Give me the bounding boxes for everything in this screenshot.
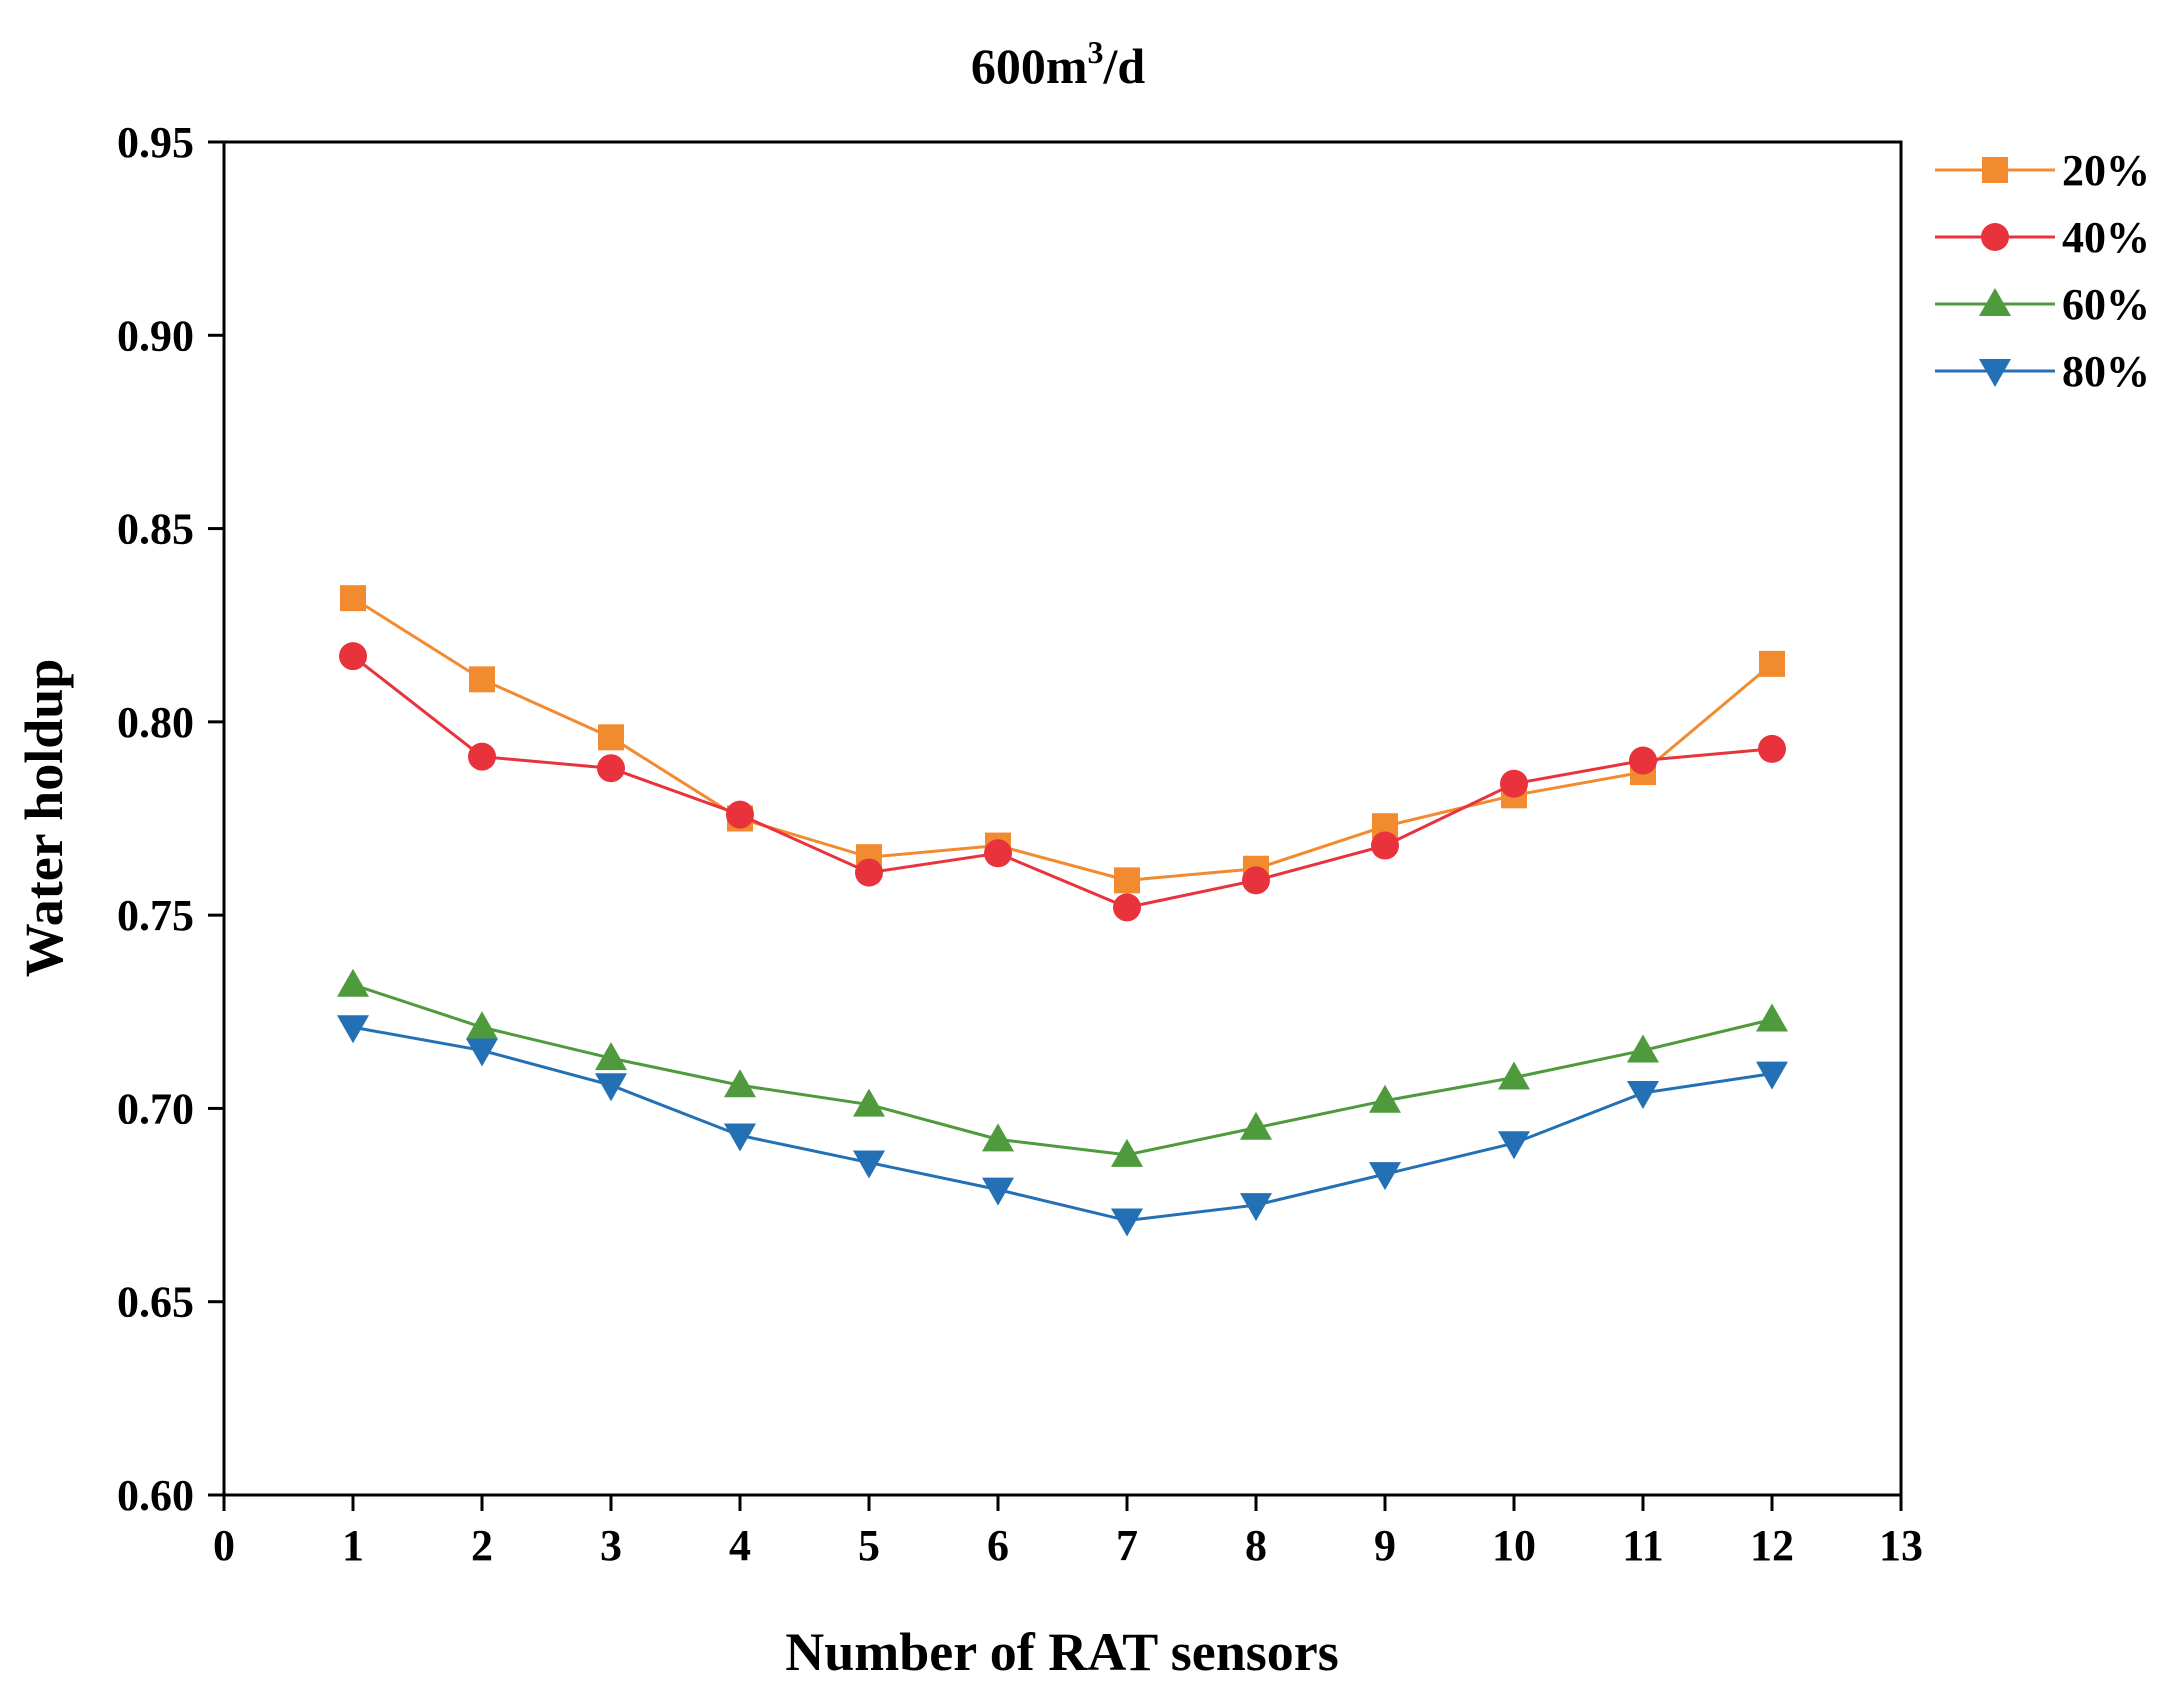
data-point — [1369, 1162, 1401, 1191]
series-60pct — [337, 968, 1788, 1167]
y-axis: 0.60 0.65 0.70 0.75 0.80 0.85 0.90 0.95 — [117, 118, 224, 1520]
series-line — [352, 596, 1773, 882]
data-point — [1242, 866, 1270, 895]
plot-frame — [222, 140, 1903, 1497]
data-point — [1758, 734, 1786, 763]
data-point — [466, 1011, 498, 1040]
data-point — [982, 1177, 1014, 1206]
data-point — [855, 858, 883, 887]
data-point — [340, 585, 366, 612]
x-tick-label: 5 — [858, 1521, 880, 1570]
y-axis-label: Water holdup — [14, 659, 74, 978]
y-tick-label: 0.80 — [117, 698, 194, 747]
data-point — [984, 839, 1012, 868]
series-80pct — [337, 1015, 1788, 1237]
data-point — [1498, 1131, 1530, 1160]
x-tick-label: 4 — [729, 1521, 751, 1570]
y-tick-label: 0.70 — [117, 1084, 194, 1133]
data-point — [1114, 867, 1140, 894]
data-point — [1240, 1193, 1272, 1222]
data-point — [982, 1123, 1014, 1152]
data-point — [853, 1088, 885, 1117]
data-point — [468, 742, 496, 771]
data-point — [1113, 893, 1141, 922]
legend-marker — [1981, 223, 2009, 251]
chart-title: 600m3/d — [971, 34, 1146, 94]
data-point — [724, 1123, 756, 1152]
x-tick-label: 12 — [1750, 1521, 1794, 1570]
legend-label: 40% — [2062, 213, 2150, 262]
legend-label: 60% — [2062, 280, 2150, 329]
series-line — [352, 983, 1773, 1157]
data-point — [597, 754, 625, 783]
series-layer — [337, 585, 1788, 1237]
data-point — [1629, 746, 1657, 775]
data-point — [595, 1073, 627, 1102]
x-tick-label: 9 — [1374, 1521, 1396, 1570]
data-point — [1756, 1003, 1788, 1032]
x-tick-label: 2 — [471, 1521, 493, 1570]
legend-marker — [1979, 288, 2011, 316]
x-tick-label: 3 — [600, 1521, 622, 1570]
y-tick-label: 0.90 — [117, 311, 194, 360]
data-point — [1627, 1080, 1659, 1109]
legend-label: 80% — [2062, 347, 2150, 396]
x-axis: 0 1 2 3 4 5 6 7 8 9 10 11 12 13 — [213, 1495, 1923, 1570]
data-point — [466, 1038, 498, 1067]
x-tick-label: 10 — [1492, 1521, 1536, 1570]
x-tick-label: 6 — [987, 1521, 1009, 1570]
series-20pct — [340, 585, 1785, 894]
x-tick-label: 8 — [1245, 1521, 1267, 1570]
legend-item: 80% — [1935, 347, 2150, 396]
data-point — [1498, 1061, 1530, 1090]
data-point — [469, 666, 495, 693]
legend-marker — [1982, 157, 2008, 183]
y-tick-label: 0.60 — [117, 1471, 194, 1520]
data-point — [337, 1015, 369, 1044]
data-point — [1627, 1034, 1659, 1063]
x-tick-label: 13 — [1879, 1521, 1923, 1570]
x-tick-label: 7 — [1116, 1521, 1138, 1570]
y-tick-label: 0.65 — [117, 1278, 194, 1327]
legend-marker — [1979, 359, 2011, 387]
data-point — [339, 642, 367, 671]
y-tick-label: 0.95 — [117, 118, 194, 167]
y-tick-label: 0.85 — [117, 505, 194, 554]
x-tick-label: 11 — [1622, 1521, 1664, 1570]
data-point — [1500, 769, 1528, 798]
x-tick-label: 1 — [342, 1521, 364, 1570]
legend-label: 20% — [2062, 146, 2150, 195]
data-point — [726, 800, 754, 829]
x-axis-label: Number of RAT sensors — [785, 1622, 1339, 1682]
data-point — [724, 1069, 756, 1098]
legend: 20% 40% 60% 80% — [1935, 146, 2150, 396]
legend-item: 20% — [1935, 146, 2150, 195]
series-line — [352, 1025, 1773, 1223]
data-point — [1111, 1208, 1143, 1237]
data-point — [1371, 831, 1399, 860]
data-point — [1756, 1061, 1788, 1090]
data-point — [853, 1150, 885, 1179]
data-point — [1759, 650, 1785, 677]
data-point — [1111, 1138, 1143, 1167]
data-point — [1369, 1084, 1401, 1113]
series-line — [352, 654, 1773, 909]
y-tick-label: 0.75 — [117, 891, 194, 940]
data-point — [598, 724, 624, 751]
data-point — [337, 968, 369, 997]
legend-item: 40% — [1935, 213, 2150, 262]
data-point — [595, 1042, 627, 1071]
data-point — [1240, 1111, 1272, 1140]
series-40pct — [339, 642, 1786, 922]
x-tick-label: 0 — [213, 1521, 235, 1570]
legend-item: 60% — [1935, 280, 2150, 329]
